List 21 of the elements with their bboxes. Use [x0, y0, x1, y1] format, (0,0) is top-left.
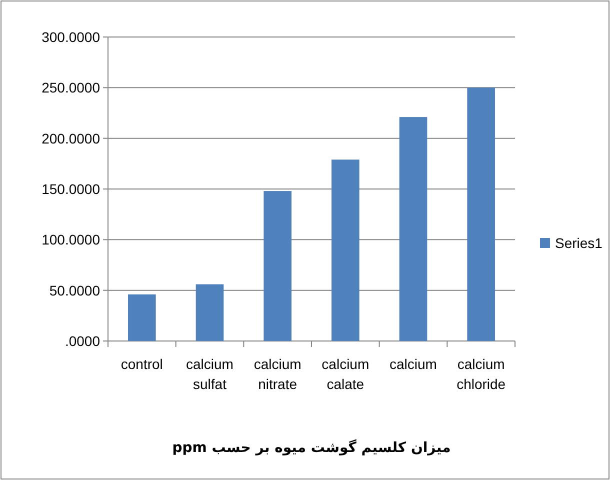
- bar: [128, 294, 156, 341]
- y-tick-label: .0000: [64, 333, 100, 349]
- y-tick-label: 100.0000: [42, 232, 100, 248]
- y-tick-label: 200.0000: [42, 130, 100, 146]
- x-tick-label: calcium sulfat: [186, 356, 234, 392]
- x-axis-title: میزان کلسیم گوشت میوه بر حسب ppm: [172, 439, 451, 456]
- bar: [467, 88, 495, 341]
- y-tick-label: 150.0000: [42, 181, 100, 197]
- legend-label: Series1: [555, 235, 603, 251]
- x-tick-label: control: [120, 356, 163, 372]
- x-tick-label: calcium nitrate: [254, 356, 302, 392]
- bar: [196, 284, 224, 341]
- x-tick-label: calcium chloride: [456, 356, 506, 392]
- y-tick-label: 50.0000: [49, 282, 100, 298]
- x-tick-label: calcium calate: [322, 356, 370, 392]
- bar: [399, 117, 428, 341]
- x-tick-label: calcium: [390, 356, 437, 372]
- bar: [332, 160, 360, 341]
- y-tick-label: 300.0000: [42, 29, 100, 45]
- bar: [264, 191, 292, 341]
- y-tick-label: 250.0000: [42, 80, 100, 96]
